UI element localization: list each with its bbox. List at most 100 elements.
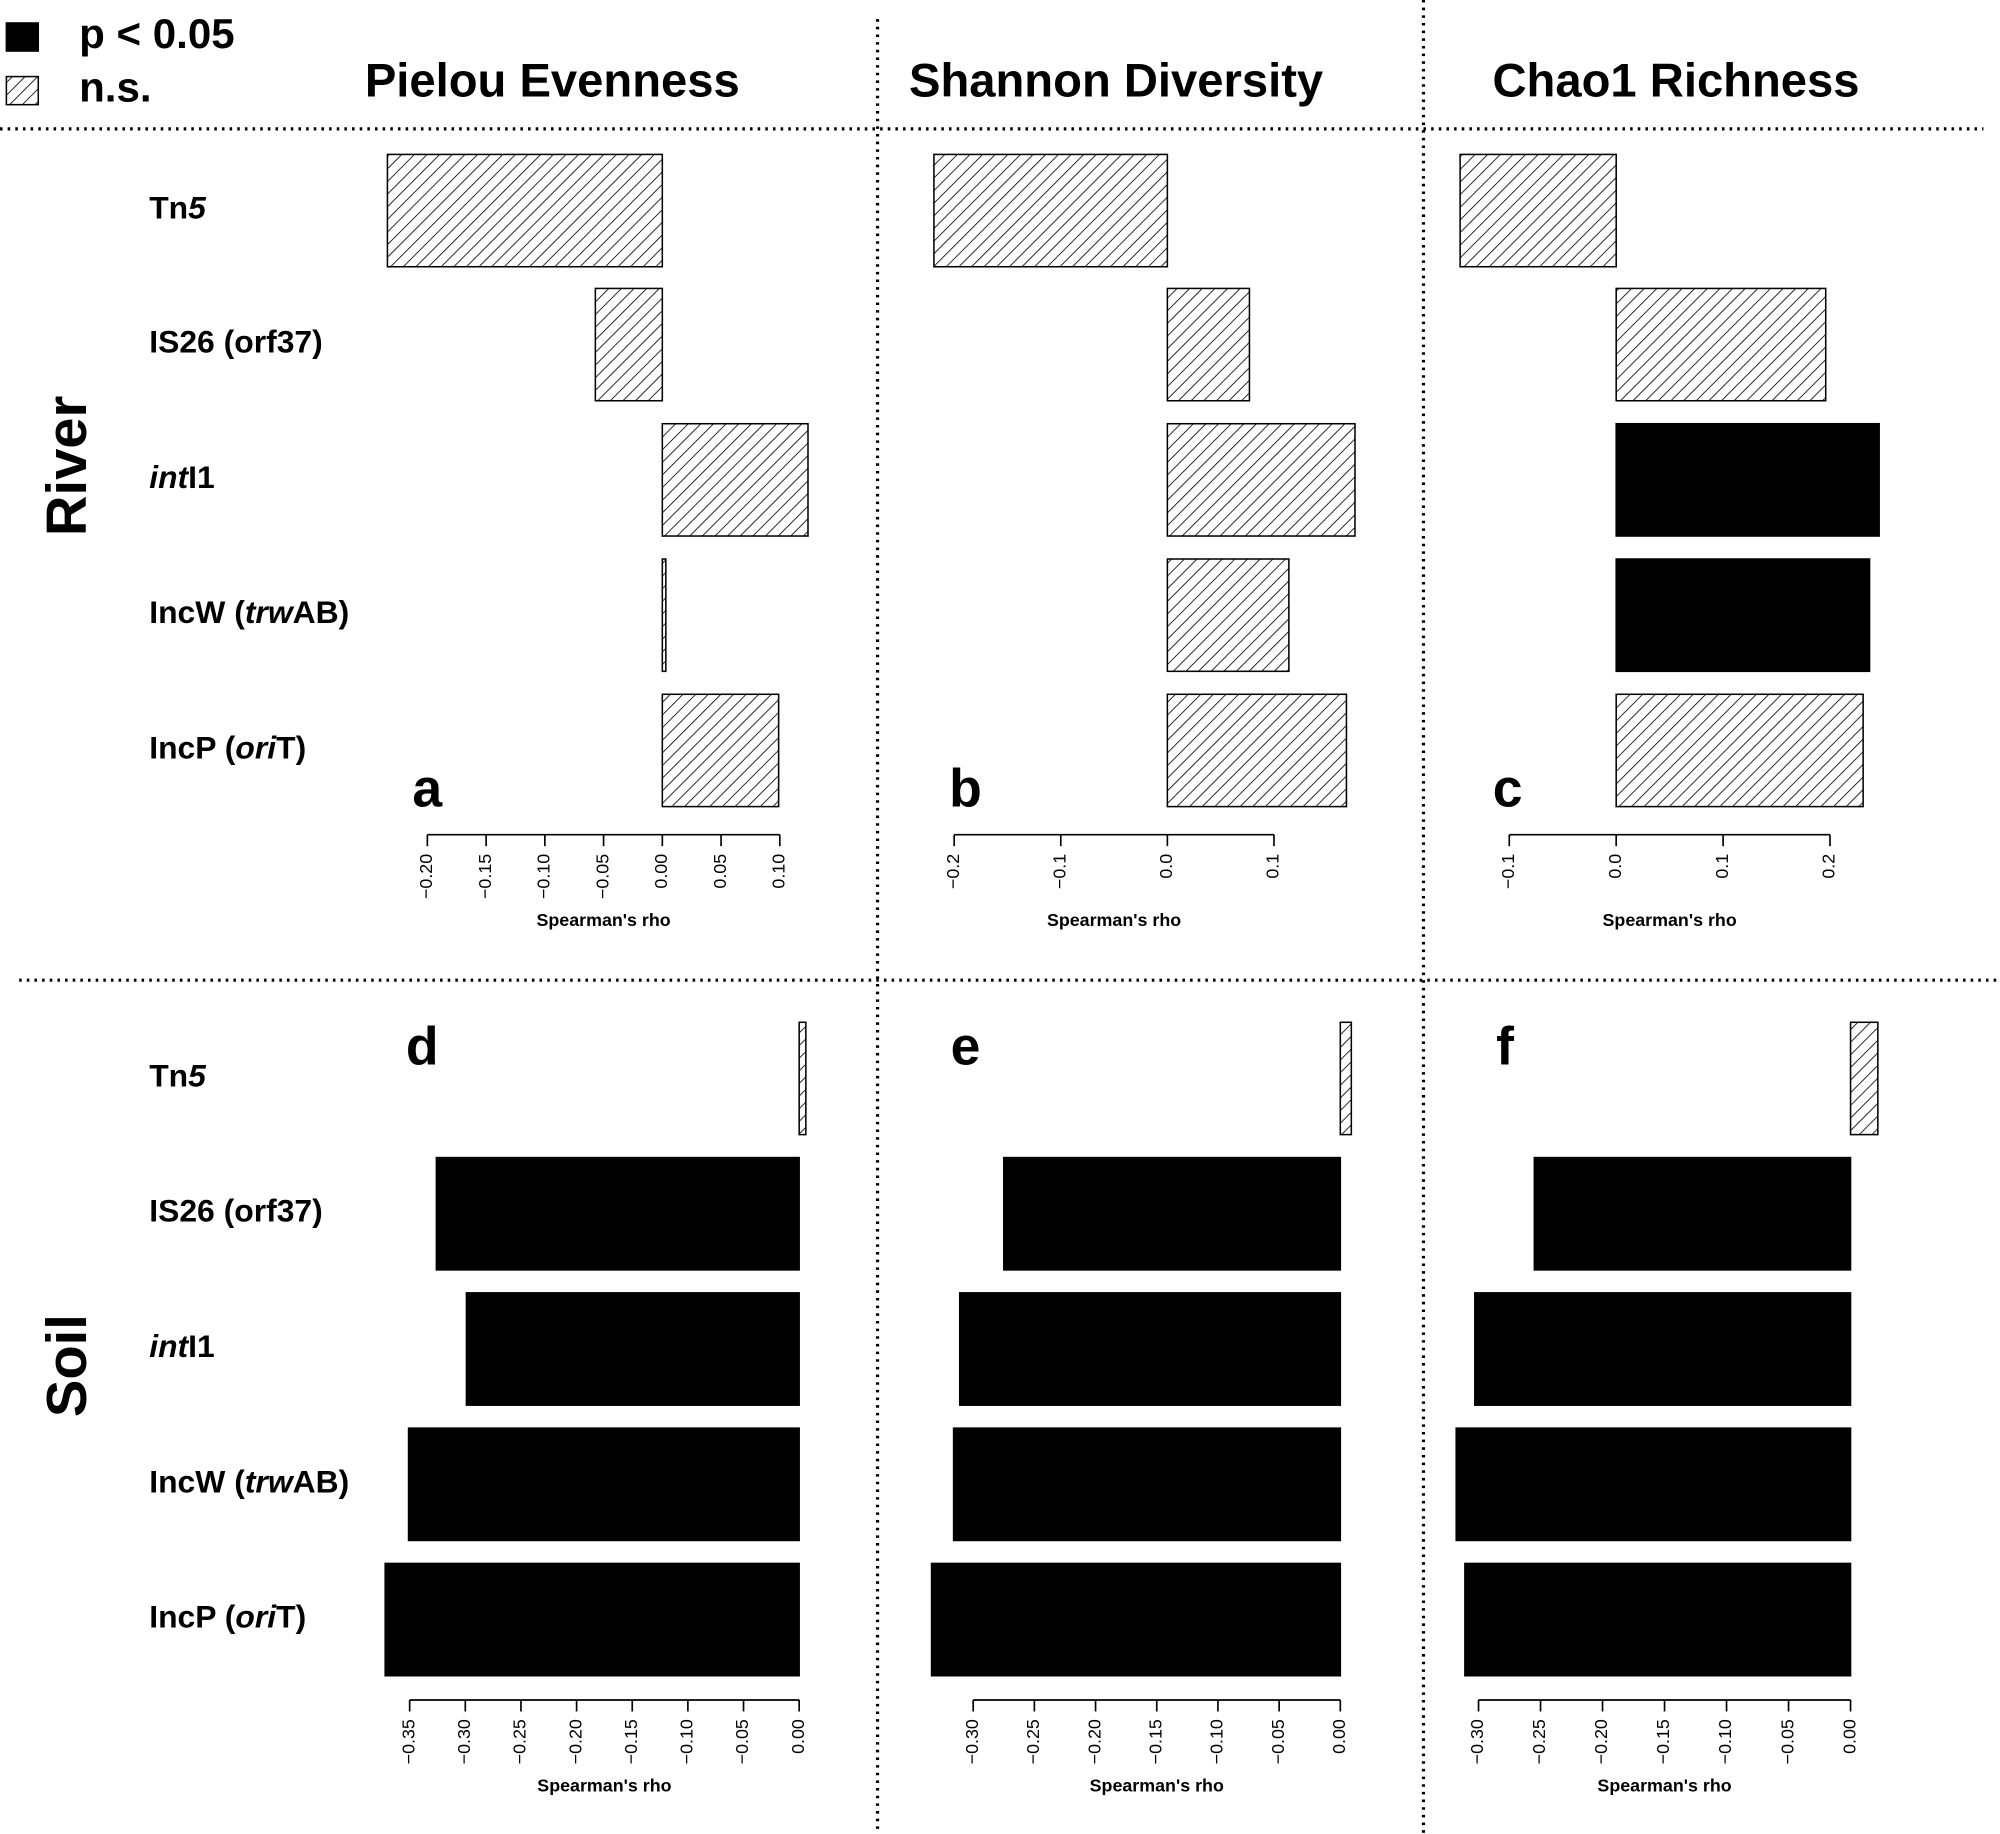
x-tick-label: −0.10	[534, 854, 554, 899]
bar	[465, 1292, 800, 1406]
bar	[1166, 422, 1356, 537]
bar	[1464, 1562, 1852, 1677]
x-tick-label: −0.20	[565, 1719, 585, 1764]
x-tick-label: −0.1	[1049, 854, 1069, 889]
x-axis-label: Spearman's rho	[1603, 910, 1737, 930]
x-tick-label: −0.35	[398, 1719, 418, 1764]
bar	[661, 558, 667, 673]
category-label: IS26 (orf37)	[149, 1193, 323, 1229]
category-part: AB)	[293, 595, 350, 631]
column-title: Chao1 Richness	[1493, 55, 1860, 108]
x-tick-label: −0.20	[416, 854, 436, 899]
x-tick-label: −0.25	[1529, 1719, 1549, 1764]
x-axis-label: Spearman's rho	[537, 1775, 671, 1795]
category-label: IncW (trwAB)	[149, 595, 349, 631]
x-axis-label: Spearman's rho	[1597, 1775, 1731, 1795]
column-title: Shannon Diversity	[909, 55, 1323, 108]
bar	[386, 153, 664, 268]
bar	[384, 1562, 800, 1677]
row-title: Soil	[35, 1314, 98, 1417]
category-part: ori	[235, 1599, 277, 1635]
row-title: River	[35, 396, 98, 536]
panel-label: e	[951, 1017, 981, 1077]
bar	[435, 1156, 800, 1271]
bar	[930, 1562, 1342, 1677]
x-tick-label: −0.20	[1591, 1719, 1611, 1764]
panel-label: b	[949, 759, 982, 819]
x-axis-label: Spearman's rho	[1047, 910, 1181, 930]
x-tick-label: −0.15	[621, 1719, 641, 1764]
legend-label: p < 0.05	[79, 10, 235, 57]
category-part: T)	[276, 1599, 306, 1635]
x-tick-label: −0.20	[1084, 1719, 1104, 1764]
category-part: int	[149, 459, 189, 495]
bar	[1474, 1292, 1852, 1406]
panel-label: f	[1496, 1017, 1514, 1077]
x-tick-label: −0.10	[677, 1719, 697, 1764]
x-tick-label: 0.0	[1605, 854, 1625, 879]
x-tick-label: −0.10	[1715, 1719, 1735, 1764]
bar	[1849, 1021, 1879, 1136]
category-part: IncP (	[149, 730, 236, 766]
x-tick-label: 0.0	[1156, 854, 1176, 879]
panel-label: d	[406, 1017, 439, 1077]
legend-swatch	[5, 22, 40, 52]
x-tick-label: 0.00	[788, 1719, 808, 1754]
category-label: Tn5	[149, 1058, 207, 1094]
panel-label: c	[1493, 759, 1523, 819]
x-axis-label: Spearman's rho	[536, 910, 670, 930]
bar	[798, 1021, 807, 1136]
x-tick-label: −0.30	[962, 1719, 982, 1764]
x-tick-label: −0.05	[592, 854, 612, 899]
x-tick-label: 0.00	[651, 854, 671, 889]
bar	[1459, 153, 1617, 268]
bar	[1166, 693, 1348, 808]
x-tick-label: −0.05	[1777, 1719, 1797, 1764]
bar	[661, 693, 780, 808]
category-part: 5	[188, 1058, 207, 1094]
bar	[1533, 1156, 1852, 1271]
bar	[661, 422, 809, 537]
bar	[407, 1427, 800, 1542]
category-label: IncP (oriT)	[149, 1599, 306, 1635]
bar	[958, 1292, 1342, 1406]
category-label: intI1	[149, 1328, 215, 1364]
category-part: int	[149, 1328, 189, 1364]
category-part: I1	[188, 459, 215, 495]
category-part: I1	[188, 1328, 215, 1364]
category-part: IncW (	[149, 1464, 245, 1500]
bar	[1166, 287, 1251, 402]
category-part: ori	[235, 730, 277, 766]
category-part: IncW (	[149, 595, 245, 631]
category-part: 5	[188, 190, 207, 226]
x-tick-label: 0.00	[1839, 1719, 1859, 1754]
bar	[1166, 558, 1290, 673]
x-axis-label: Spearman's rho	[1090, 1775, 1224, 1795]
bar	[1615, 287, 1827, 402]
bar	[594, 287, 664, 402]
category-part: Tn	[149, 1058, 188, 1094]
x-tick-label: −0.2	[943, 854, 963, 889]
x-tick-label: −0.05	[732, 1719, 752, 1764]
bar	[1339, 1021, 1353, 1136]
bar	[1455, 1427, 1852, 1542]
x-tick-label: 0.1	[1712, 854, 1732, 879]
bar	[1615, 558, 1871, 673]
x-tick-label: −0.15	[1653, 1719, 1673, 1764]
legend-swatch	[5, 75, 40, 106]
bar	[1615, 422, 1880, 537]
x-tick-label: 0.00	[1329, 1719, 1349, 1754]
bar	[1003, 1156, 1342, 1271]
category-label: IncP (oriT)	[149, 730, 306, 766]
x-tick-label: 0.2	[1819, 854, 1839, 879]
x-tick-label: −0.05	[1268, 1719, 1288, 1764]
x-tick-label: −0.1	[1498, 854, 1518, 889]
x-tick-label: −0.15	[1145, 1719, 1165, 1764]
category-label: Tn5	[149, 190, 207, 226]
category-part: trw	[245, 1464, 295, 1500]
category-part: trw	[245, 595, 295, 631]
category-label: intI1	[149, 459, 215, 495]
bar	[952, 1427, 1342, 1542]
